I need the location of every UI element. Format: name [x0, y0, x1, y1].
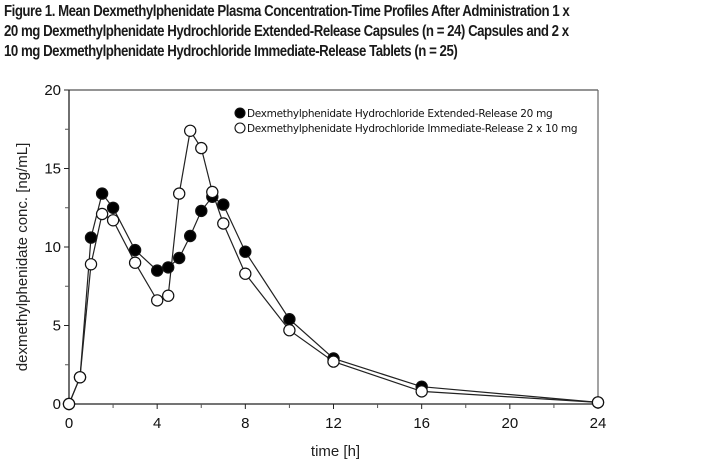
- marker-extended-release: [161, 261, 175, 274]
- y-axis-label: dexmethylphenidate conc. [ng/mL]: [14, 143, 31, 371]
- x-tick-label: 8: [241, 415, 249, 432]
- y-tick-label: 10: [44, 239, 61, 256]
- axes: 0 5 10 15 20 0 4 8 12 16 20 24: [44, 82, 606, 432]
- series-line-immediate-release: [68, 129, 599, 405]
- marker-extended-release: [239, 245, 252, 258]
- x-tick-label: 4: [153, 415, 161, 432]
- figure-title-line-3: 10 mg Dexmethylphenidate Hydrochloride I…: [4, 43, 458, 60]
- marker-immediate-release: [183, 124, 197, 138]
- y-tick-label: 15: [44, 161, 61, 178]
- marker-extended-release: [106, 201, 120, 214]
- x-axis-label: time [h]: [311, 443, 360, 460]
- marker-extended-release: [283, 313, 296, 326]
- marker-immediate-release: [172, 187, 186, 200]
- marker-extended-release: [150, 264, 164, 277]
- figure-title-line-1: Figure 1. Mean Dexmethylphenidate Plasma…: [4, 3, 570, 20]
- marker-immediate-release: [62, 397, 76, 411]
- marker-immediate-release: [239, 267, 252, 280]
- legend-marker-extended-release: [234, 107, 246, 119]
- marker-immediate-release: [283, 324, 296, 337]
- marker-immediate-release: [84, 258, 98, 271]
- marker-immediate-release: [161, 289, 175, 302]
- y-tick-label: 0: [53, 396, 61, 413]
- marker-extended-release: [195, 204, 208, 218]
- y-tick-label: 20: [44, 82, 61, 99]
- x-tick-label: 0: [65, 415, 73, 432]
- marker-immediate-release: [591, 396, 605, 409]
- marker-immediate-release: [327, 355, 340, 368]
- series-line-extended-release: [68, 192, 599, 405]
- y-tick-label: 5: [53, 318, 61, 335]
- legend-label: Dexmethylphenidate Hydrochloride Immedia…: [247, 123, 577, 135]
- marker-immediate-release: [128, 256, 142, 269]
- marker-immediate-release: [150, 294, 164, 307]
- marker-extended-release: [183, 229, 197, 243]
- x-tick-label: 12: [325, 415, 342, 432]
- marker-extended-release: [84, 231, 98, 244]
- marker-extended-release: [172, 251, 186, 265]
- marker-extended-release: [217, 198, 230, 211]
- marker-immediate-release: [217, 217, 230, 230]
- marker-extended-release: [128, 243, 142, 257]
- legend-marker-immediate-release: [234, 122, 246, 134]
- legend: Dexmethylphenidate Hydrochloride Extende…: [234, 107, 578, 135]
- x-tick-label: 20: [501, 415, 518, 432]
- figure-title-line-2: 20 mg Dexmethylphenidate Hydrochloride E…: [4, 23, 569, 40]
- x-tick-label: 24: [590, 415, 607, 432]
- marker-immediate-release: [206, 185, 219, 199]
- marker-immediate-release: [106, 214, 120, 227]
- marker-immediate-release: [73, 371, 87, 384]
- marker-immediate-release: [195, 141, 208, 155]
- marker-extended-release: [95, 187, 109, 200]
- figure-title: Figure 1. Mean Dexmethylphenidate Plasma…: [4, 2, 606, 62]
- legend-label: Dexmethylphenidate Hydrochloride Extende…: [247, 108, 552, 120]
- series-markers: [62, 124, 605, 411]
- marker-immediate-release: [95, 207, 109, 221]
- marker-immediate-release: [415, 385, 428, 398]
- series-lines: [68, 129, 599, 405]
- x-tick-label: 16: [413, 415, 430, 432]
